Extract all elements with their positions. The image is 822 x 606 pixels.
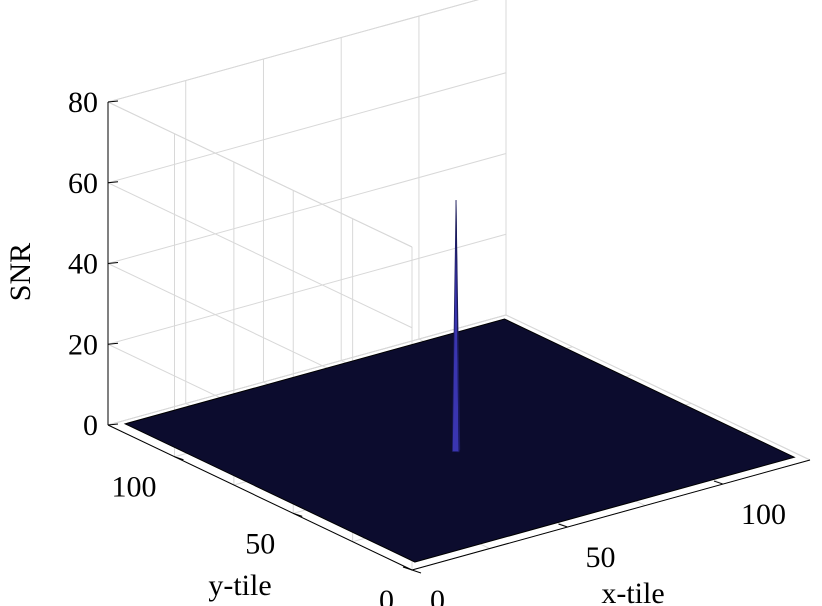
- x-tick: [713, 480, 724, 485]
- z-tick-label: 0: [83, 409, 98, 442]
- z-tick-label: 40: [68, 248, 98, 281]
- z-tick-label: 20: [68, 328, 98, 361]
- y-tick-label: 100: [112, 471, 157, 504]
- axes: [107, 100, 811, 574]
- grid-line-z-right: [107, 0, 479, 103]
- z-tick-label: 80: [68, 86, 98, 119]
- box-edge: [505, 314, 811, 461]
- x-axis-label: x-tile: [601, 577, 664, 606]
- grid-line-z-right: [107, 233, 507, 345]
- y-tick-label: 50: [245, 527, 275, 560]
- z-tick: [107, 423, 119, 426]
- y-tick: [174, 456, 184, 461]
- z-tick-label: 60: [68, 167, 98, 200]
- surface-peak-face-right: [455, 200, 461, 452]
- y-tick-label: 0: [379, 584, 394, 606]
- box-edge: [107, 314, 507, 426]
- box-edge: [107, 0, 479, 103]
- y-axis-label: y-tile: [208, 569, 271, 602]
- x-tick-label: 50: [585, 541, 615, 574]
- x-axis-line: [411, 459, 811, 571]
- x-tick: [402, 566, 413, 571]
- z-tick: [107, 100, 119, 103]
- x-tick-label: 100: [741, 498, 786, 531]
- z-tick: [107, 342, 119, 345]
- x-tick-label: 0: [430, 584, 445, 606]
- x-tick: [558, 523, 568, 528]
- grid-line-z-right: [107, 72, 507, 184]
- grid-line-z-left: [107, 182, 413, 329]
- z-axis-label: SNR: [4, 243, 37, 301]
- surface: [123, 200, 796, 563]
- axis-labels: SNR y-tile x-tile 0 20 40 60 80 0 50 100 0 50 100: [4, 86, 786, 606]
- z-tick: [107, 262, 119, 264]
- y-tick: [293, 512, 303, 517]
- box-edge: [107, 101, 413, 248]
- grid-line-z-right: [107, 153, 507, 264]
- y-tick: [411, 569, 422, 574]
- z-tick: [107, 181, 119, 184]
- y-axis-line: [107, 424, 413, 571]
